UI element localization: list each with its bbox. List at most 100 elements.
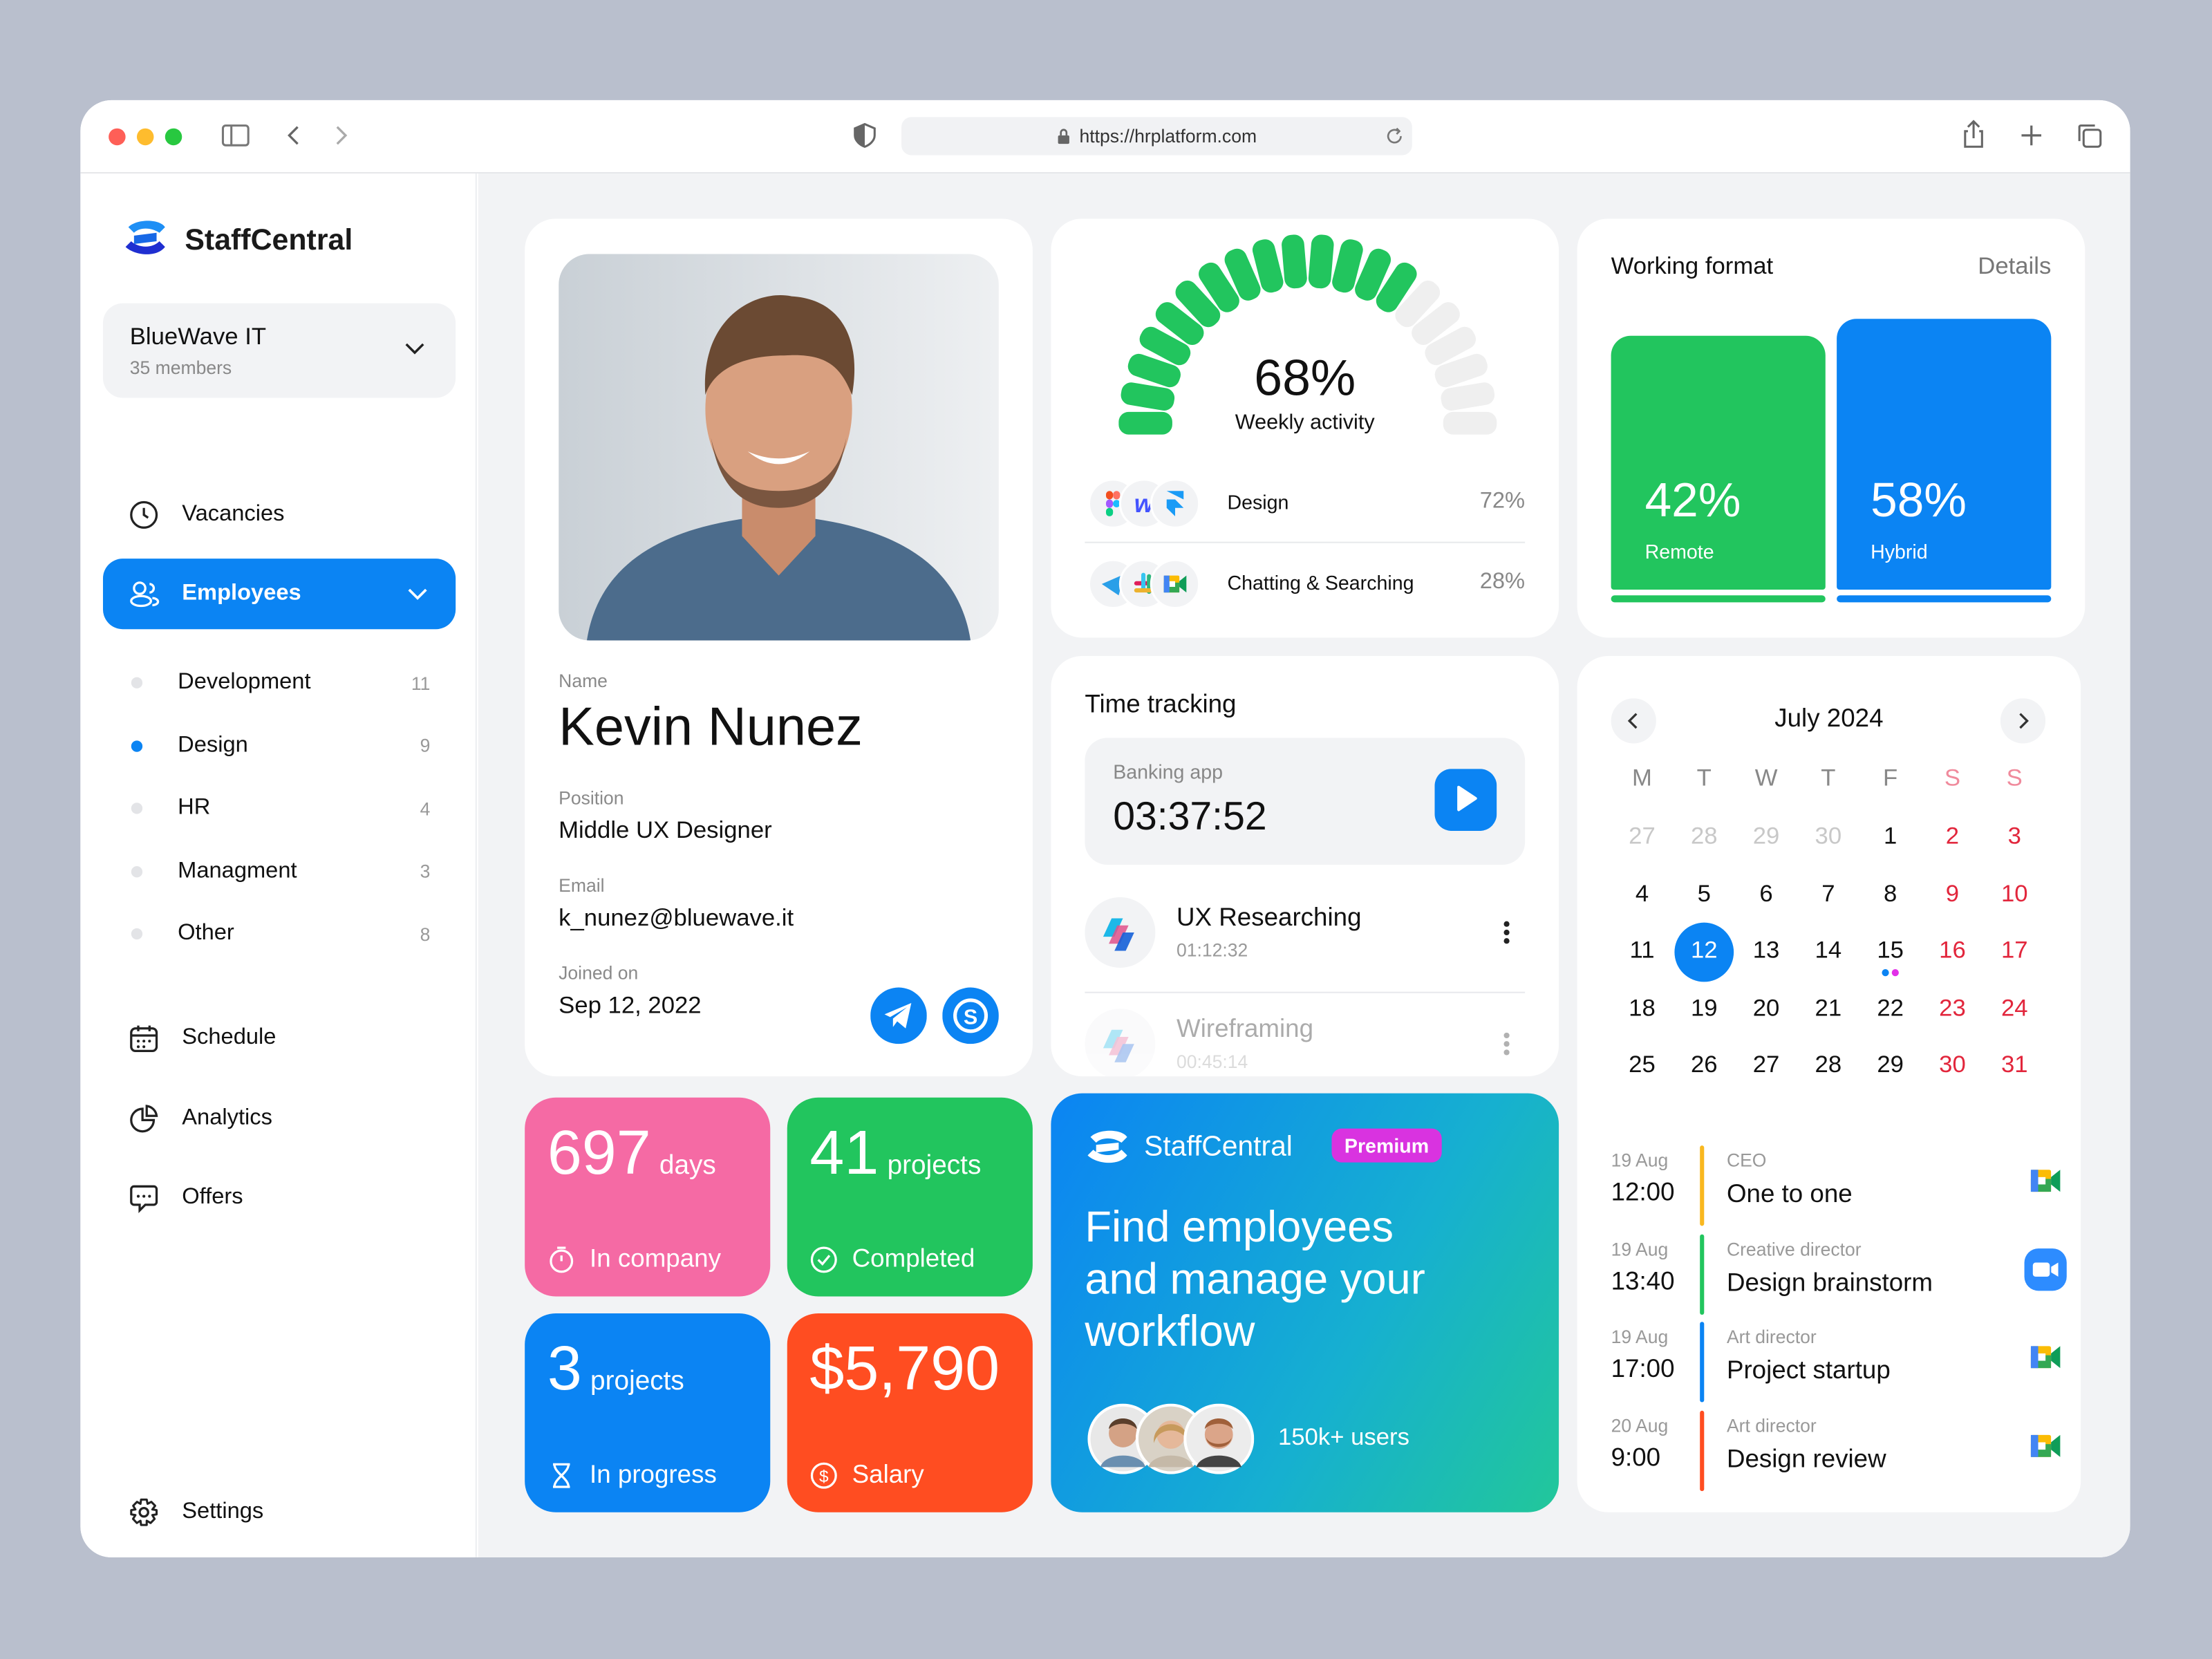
- stat-label: In progress: [590, 1460, 717, 1489]
- premium-badge: Premium: [1331, 1128, 1442, 1163]
- divider: [1085, 991, 1526, 993]
- sidebar-item-schedule[interactable]: Schedule: [103, 1003, 456, 1074]
- department-count: 8: [420, 923, 431, 945]
- task-row[interactable]: Wireframing 00:45:14: [1085, 1004, 1525, 1077]
- next-month-button[interactable]: [2000, 698, 2046, 744]
- skype-button[interactable]: S: [942, 987, 999, 1044]
- calendar-day[interactable]: 10: [2000, 879, 2028, 907]
- calendar-day[interactable]: 5: [1697, 879, 1711, 907]
- calendar-day[interactable]: 31: [2000, 1051, 2028, 1078]
- shield-icon[interactable]: [854, 122, 877, 149]
- google-meet-icon[interactable]: [2023, 1335, 2068, 1380]
- calendar-day[interactable]: 30: [1815, 822, 1842, 850]
- calendar-day[interactable]: 29: [1752, 822, 1780, 850]
- hybrid-bar: 58% Hybrid: [1837, 319, 2052, 590]
- calendar-day[interactable]: 9: [1945, 879, 1960, 907]
- calendar-day[interactable]: 23: [1939, 993, 1966, 1021]
- sidebar-subitem-development[interactable]: Development 11: [131, 670, 430, 695]
- calendar-day[interactable]: 16: [1939, 937, 1966, 964]
- calendar-day[interactable]: 14: [1815, 937, 1842, 964]
- gauge-segment-filled: [1121, 382, 1175, 411]
- telegram-button[interactable]: [870, 987, 927, 1044]
- zoom-icon[interactable]: [2023, 1246, 2068, 1291]
- sidebar-item-vacancies[interactable]: Vacancies: [103, 480, 456, 550]
- hourglass-icon: [552, 1462, 570, 1488]
- sidebar-subitem-design[interactable]: Design 9: [131, 733, 430, 758]
- calendar-day[interactable]: 30: [1939, 1051, 1966, 1078]
- new-tab-icon[interactable]: [2020, 124, 2043, 147]
- calendar-day[interactable]: 27: [1752, 1051, 1780, 1078]
- sidebar-item-employees[interactable]: Employees: [102, 559, 456, 630]
- hybrid-underline: [1837, 595, 2052, 603]
- event-row[interactable]: 19 Aug 17:00 Art director Project startup: [1611, 1322, 2061, 1407]
- divider: [1085, 541, 1526, 543]
- calendar-day[interactable]: 3: [2007, 822, 2021, 850]
- task-row[interactable]: UX Researching 01:12:32: [1085, 893, 1525, 977]
- users-icon: [130, 581, 160, 608]
- category-label: Design: [1227, 491, 1289, 514]
- calendar-day[interactable]: 2: [1945, 822, 1960, 850]
- details-link[interactable]: Details: [1978, 252, 2052, 280]
- calendar-day[interactable]: 22: [1877, 993, 1904, 1021]
- tabs-overview-icon[interactable]: [2077, 123, 2103, 150]
- promo-brand: StaffCentral: [1144, 1131, 1293, 1163]
- close-window-button[interactable]: [109, 128, 126, 146]
- sidebar-item-settings[interactable]: Settings: [103, 1477, 456, 1548]
- sidebar-toggle-icon[interactable]: [221, 124, 250, 147]
- calendar-day[interactable]: 13: [1752, 937, 1780, 964]
- sidebar-subitem-managment[interactable]: Managment 3: [131, 859, 430, 884]
- calendar-day[interactable]: 24: [2000, 993, 2028, 1021]
- premium-promo-card[interactable]: StaffCentral Premium Find employees and …: [1051, 1093, 1559, 1512]
- play-button[interactable]: [1434, 769, 1497, 832]
- calendar-day[interactable]: 20: [1752, 993, 1780, 1021]
- forward-icon[interactable]: [333, 124, 350, 147]
- calendar-day[interactable]: 28: [1690, 822, 1718, 850]
- stat-card-in-progress: 3 projects In progress: [525, 1313, 771, 1512]
- calendar-day[interactable]: 8: [1884, 879, 1897, 907]
- google-meet-icon[interactable]: [2023, 1158, 2068, 1203]
- calendar-day[interactable]: 21: [1815, 993, 1842, 1021]
- calendar-day[interactable]: 26: [1690, 1051, 1718, 1078]
- calendar-day-selected[interactable]: 12: [1690, 937, 1718, 964]
- sidebar-subitem-other[interactable]: Other 8: [131, 921, 431, 947]
- calendar-day[interactable]: 19: [1690, 993, 1718, 1021]
- sidebar-item-label: Employees: [182, 581, 301, 606]
- remote-underline: [1611, 595, 1826, 603]
- calendar-day[interactable]: 1: [1884, 822, 1897, 850]
- hybrid-label: Hybrid: [1871, 540, 1928, 563]
- minimize-window-button[interactable]: [136, 128, 154, 146]
- sidebar-subitem-hr[interactable]: HR 4: [131, 796, 430, 821]
- event-row[interactable]: 20 Aug 9:00 Art director Design review: [1611, 1409, 2061, 1496]
- share-icon[interactable]: [1961, 120, 1987, 148]
- calendar-day[interactable]: 28: [1815, 1051, 1842, 1078]
- event-row[interactable]: 19 Aug 12:00 CEO One to one: [1611, 1145, 2061, 1231]
- calendar-day[interactable]: 29: [1877, 1051, 1904, 1078]
- more-options-icon[interactable]: [1502, 1031, 1510, 1057]
- event-title: Design review: [1726, 1443, 1886, 1472]
- employee-email[interactable]: k_nunez@bluewave.it: [559, 904, 794, 931]
- address-bar[interactable]: https://hrplatform.com: [901, 117, 1412, 156]
- department-label: Design: [178, 733, 248, 757]
- reload-icon[interactable]: [1385, 127, 1404, 146]
- calendar-day[interactable]: 25: [1629, 1051, 1656, 1078]
- calendar-day[interactable]: 18: [1629, 993, 1656, 1021]
- calendar-day[interactable]: 11: [1629, 937, 1655, 964]
- more-options-icon[interactable]: [1502, 920, 1510, 946]
- calendar-day[interactable]: 17: [2000, 937, 2028, 964]
- maximize-window-button[interactable]: [165, 128, 182, 146]
- employee-joined-date: Sep 12, 2022: [559, 991, 702, 1019]
- back-icon[interactable]: [285, 124, 301, 147]
- event-row[interactable]: 19 Aug 13:40 Creative director Design brain…: [1611, 1233, 2067, 1320]
- calendar-day[interactable]: 4: [1635, 879, 1649, 907]
- prev-month-button[interactable]: [1611, 698, 1656, 744]
- google-meet-icon[interactable]: [2023, 1423, 2068, 1468]
- sidebar-item-analytics[interactable]: Analytics: [103, 1083, 456, 1154]
- calendar-day[interactable]: 27: [1629, 822, 1656, 850]
- calendar-day[interactable]: 15: [1877, 937, 1904, 964]
- calendar-day[interactable]: 7: [1821, 879, 1835, 907]
- sidebar-item-offers[interactable]: Offers: [103, 1163, 456, 1233]
- calendar-day[interactable]: 6: [1759, 879, 1773, 907]
- workspace-selector[interactable]: BlueWave IT 35 members: [102, 303, 456, 398]
- gauge-segment-empty: [1434, 353, 1488, 388]
- sidebar-item-log-out[interactable]: Log out: [103, 1556, 456, 1557]
